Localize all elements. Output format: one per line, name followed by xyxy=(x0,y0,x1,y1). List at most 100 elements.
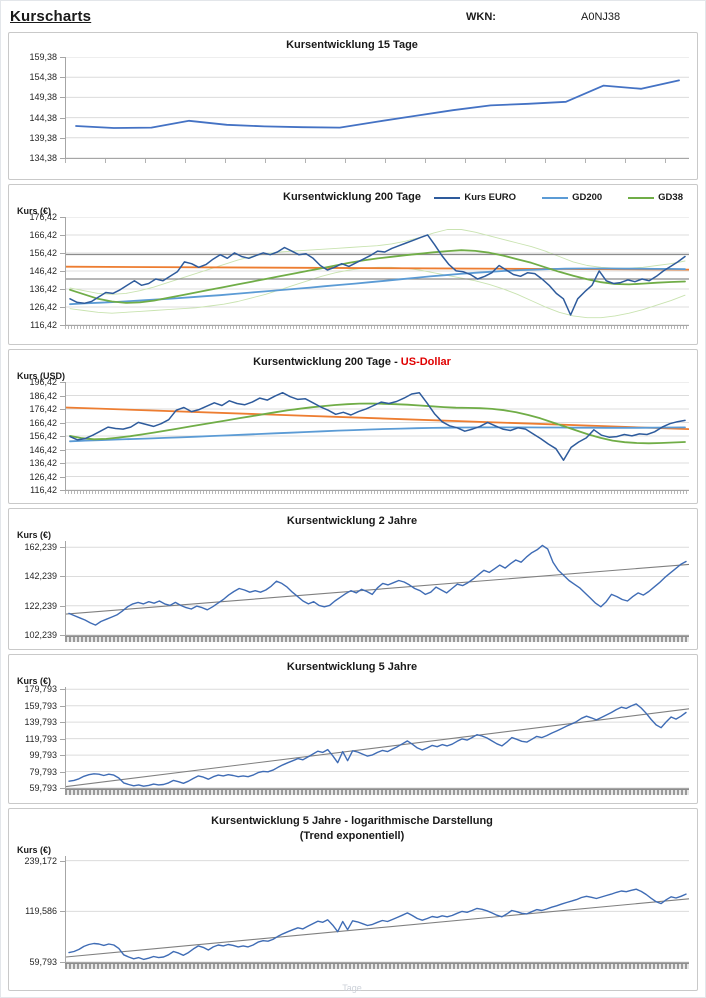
y-tick-label: 119,793 xyxy=(25,733,65,744)
y-tick-label: 59,793 xyxy=(29,957,65,967)
chart-title-text: Kursentwicklung 15 Tage xyxy=(286,39,418,51)
y-tick-label: 102,239 xyxy=(24,630,65,640)
chart-title-text: Kursentwicklung 200 Tage xyxy=(283,191,421,203)
legend-line-sample xyxy=(434,196,461,199)
series-kurs-euro xyxy=(68,888,687,961)
y-axis-ticks: 179,793 159,793 139,793 119,793 99,793 79,793… xyxy=(15,684,65,793)
plot-area xyxy=(65,217,689,326)
y-tick-label: 159,38 xyxy=(29,52,65,62)
series-bollinger-oben xyxy=(69,229,686,295)
legend-label: GD200 xyxy=(572,192,603,203)
series-trend-exponentiell xyxy=(66,898,689,958)
y-tick-label: 146,42 xyxy=(29,444,65,455)
y-tick-label: 146,42 xyxy=(29,266,65,276)
wkn-label: WKN: xyxy=(466,11,496,23)
chart-200-tage-usd: Kursentwicklung 200 Tage - US-Dollar Kur… xyxy=(8,349,698,504)
chart-title: Kursentwicklung 200 Tage xyxy=(15,191,689,204)
x-axis-ticks xyxy=(65,789,689,795)
y-tick-label: 59,793 xyxy=(29,783,65,793)
y-tick-label: 119,586 xyxy=(25,906,65,917)
series-gd200 xyxy=(69,426,686,443)
page-header: Kurscharts WKN: A0NJ38 xyxy=(8,6,698,32)
plot-area xyxy=(65,856,689,963)
y-axis-label: Kurs (USD) xyxy=(17,371,66,381)
legend-item-gd200: GD200 xyxy=(542,192,602,203)
y-tick-label: 159,793 xyxy=(24,700,65,711)
y-tick-label: 179,793 xyxy=(24,684,65,695)
series-trend xyxy=(66,406,689,430)
y-tick-label: 162,239 xyxy=(24,542,65,553)
y-tick-label: 156,42 xyxy=(29,431,65,441)
y-tick-label: 139,793 xyxy=(24,717,65,728)
y-axis-ticks: 239,172 119,586 59,793 xyxy=(15,855,65,967)
y-tick-label: 116,42 xyxy=(30,320,65,330)
y-tick-label: 196,42 xyxy=(29,377,65,387)
y-tick-label: 176,42 xyxy=(29,212,65,222)
y-axis-label: Kurs (€) xyxy=(17,845,52,855)
chart-2-jahre: Kursentwicklung 2 Jahre Kurs (€) 162,239… xyxy=(8,508,698,650)
chart-5-jahre-log: Kursentwicklung 5 Jahre - logarithmische… xyxy=(8,808,698,993)
y-tick-label: 99,793 xyxy=(29,750,65,761)
y-axis-ticks: 176,42 166,42 156,42 146,42 136,42 126,42 116,… xyxy=(15,212,65,330)
series-gd200 xyxy=(69,267,686,306)
series-trend xyxy=(66,708,689,788)
legend-item-kurs-euro: Kurs EURO xyxy=(434,192,516,203)
legend-item-gd38: GD38 xyxy=(628,192,683,203)
chart-title: Kursentwicklung 200 Tage - US-Dollar xyxy=(15,356,689,369)
y-axis-ticks: 162,239 142,239 122,239 102,239 xyxy=(15,541,65,640)
chart-title-text: Kursentwicklung 2 Jahre xyxy=(286,515,418,527)
plot-area xyxy=(65,57,689,159)
chart-title-text: Kursentwicklung 200 Tage - xyxy=(253,356,401,368)
chart-title: Kursentwicklung 2 Jahre xyxy=(15,515,689,528)
y-tick-label: 186,42 xyxy=(29,390,65,401)
chart-legend: Kurs EURO GD200 GD38 xyxy=(434,192,683,203)
chart-200-tage-euro: Kursentwicklung 200 Tage Kurs EURO GD200… xyxy=(8,184,698,345)
y-tick-label: 122,239 xyxy=(24,600,65,611)
y-tick-label: 166,42 xyxy=(29,417,65,428)
chart-15-tage: Kursentwicklung 15 Tage 159,38 154,38 149,… xyxy=(8,32,698,180)
y-tick-label: 134,38 xyxy=(29,153,65,163)
chart-title-text: (Trend exponentiell) xyxy=(299,830,405,842)
chart-5-jahre: Kursentwicklung 5 Jahre Kurs (€) 179,793… xyxy=(8,654,698,804)
x-axis-ticks xyxy=(65,159,689,163)
y-tick-label: 166,42 xyxy=(29,230,65,240)
y-tick-label: 154,38 xyxy=(29,72,65,83)
page-title: Kurscharts xyxy=(10,8,92,25)
legend-label: GD38 xyxy=(658,192,683,203)
y-tick-label: 239,172 xyxy=(24,855,65,866)
x-axis-title: Tage xyxy=(342,983,362,993)
chart-title: Kursentwicklung 15 Tage xyxy=(15,39,689,52)
chart-title-line2: (Trend exponentiell) xyxy=(15,830,689,843)
series-kurs-euro xyxy=(75,79,680,129)
chart-title: Kursentwicklung 5 Jahre xyxy=(15,661,689,674)
series-kurs-euro xyxy=(68,544,687,626)
y-tick-label: 156,42 xyxy=(29,248,65,258)
y-tick-label: 79,793 xyxy=(29,766,65,777)
legend-label: Kurs EURO xyxy=(464,192,517,203)
chart-title-text: Kursentwicklung 5 Jahre - logarithmische… xyxy=(211,815,493,827)
y-tick-label: 149,38 xyxy=(29,92,65,103)
plot-area xyxy=(65,382,689,491)
x-axis-ticks xyxy=(65,326,689,329)
legend-line-sample xyxy=(628,196,655,199)
y-tick-label: 144,38 xyxy=(29,112,65,123)
y-tick-label: 139,38 xyxy=(29,132,65,143)
chart-title-accent: US-Dollar xyxy=(400,356,451,368)
plot-area xyxy=(65,541,689,636)
y-axis-label: Kurs (€) xyxy=(17,530,52,540)
x-axis-ticks xyxy=(65,491,689,494)
y-tick-label: 126,42 xyxy=(29,471,65,482)
y-tick-label: 136,42 xyxy=(29,284,65,294)
y-axis-ticks: 159,38 154,38 149,38 144,38 139,38 134,38 xyxy=(15,52,65,163)
x-axis-ticks xyxy=(65,963,689,969)
chart-title: Kursentwicklung 5 Jahre - logarithmische… xyxy=(15,815,689,828)
x-axis-ticks xyxy=(65,636,689,642)
plot-area xyxy=(65,687,689,789)
series-gd38 xyxy=(69,249,686,304)
legend-line-sample xyxy=(542,196,569,199)
series-kurs-euro xyxy=(68,703,687,787)
y-tick-label: 142,239 xyxy=(24,571,65,582)
wkn-value: A0NJ38 xyxy=(581,11,621,23)
y-tick-label: 116,42 xyxy=(30,485,65,495)
y-tick-label: 176,42 xyxy=(29,404,65,414)
